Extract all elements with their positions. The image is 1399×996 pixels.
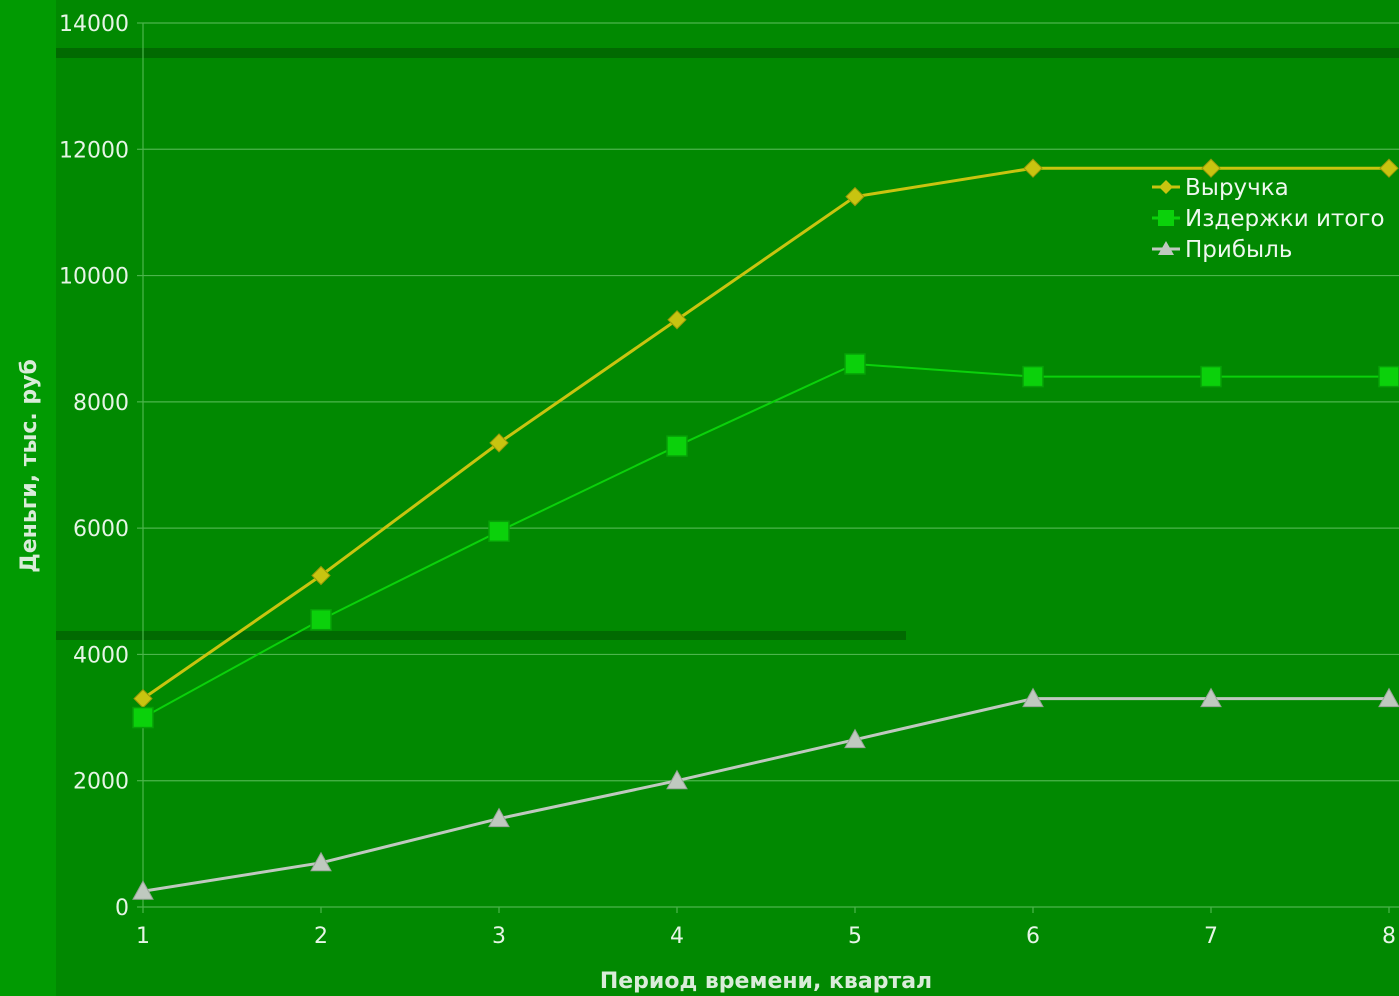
y-tick-label: 12000 xyxy=(59,138,129,163)
data-point xyxy=(1201,158,1221,178)
x-tick-label: 5 xyxy=(848,924,862,949)
data-point xyxy=(1379,158,1399,178)
data-point xyxy=(489,433,509,453)
y-tick-label: 0 xyxy=(115,896,129,921)
y-tick-label: 4000 xyxy=(73,643,129,668)
data-point xyxy=(311,565,331,586)
data-point xyxy=(844,728,866,749)
legend-label: Издержки итого xyxy=(1185,206,1385,232)
series-1 xyxy=(133,158,1399,709)
series-line xyxy=(142,166,1389,700)
y-tick-label: 14000 xyxy=(59,12,129,37)
data-point xyxy=(132,880,154,900)
y-tick-label: 6000 xyxy=(73,517,129,542)
legend-marker xyxy=(1158,241,1174,255)
data-point xyxy=(310,608,332,631)
data-point xyxy=(844,353,866,375)
data-point xyxy=(132,706,154,729)
series-3 xyxy=(132,687,1399,900)
x-tick-label: 4 xyxy=(670,924,684,949)
x-axis-ticks: 1 2 3 4 5 6 7 8 xyxy=(136,907,1396,949)
y-tick-label: 2000 xyxy=(73,770,129,795)
data-point xyxy=(488,520,510,543)
x-tick-label: 3 xyxy=(492,924,506,949)
data-point xyxy=(1200,365,1222,388)
data-point xyxy=(1200,687,1222,708)
data-point xyxy=(1378,687,1399,708)
series-line xyxy=(142,697,1389,893)
data-point xyxy=(1023,158,1043,178)
data-point xyxy=(1378,365,1399,388)
y-tick-label: 8000 xyxy=(73,391,129,416)
data-point xyxy=(310,851,332,872)
legend-label: Выручка xyxy=(1185,175,1289,201)
x-tick-label: 6 xyxy=(1026,924,1040,949)
legend-marker xyxy=(1158,210,1174,226)
x-axis-label: Период времени, квартал xyxy=(600,969,932,994)
series-line xyxy=(142,362,1389,719)
legend: Выручка Издержки итого Прибыль xyxy=(1152,175,1385,263)
x-tick-label: 2 xyxy=(314,924,328,949)
x-tick-label: 1 xyxy=(136,924,150,949)
legend-item: Издержки итого xyxy=(1152,206,1385,232)
legend-item: Выручка xyxy=(1152,175,1289,201)
plot-background xyxy=(56,0,1399,996)
data-point xyxy=(845,186,865,207)
data-point xyxy=(1022,365,1044,388)
y-axis-label: Деньги, тыс. руб xyxy=(17,359,42,573)
legend-marker xyxy=(1159,180,1173,194)
y-tick-label: 10000 xyxy=(59,265,129,290)
decorative-band xyxy=(56,631,906,640)
y-axis-ticks: 0 2000 4000 6000 8000 10000 12000 14000 xyxy=(59,12,143,921)
series-2 xyxy=(132,353,1399,729)
data-point xyxy=(667,310,687,330)
series-lines xyxy=(132,158,1399,900)
data-point xyxy=(666,769,688,790)
data-point xyxy=(666,435,688,457)
decorative-band xyxy=(56,48,1399,58)
gridlines xyxy=(142,22,1399,908)
legend-item: Прибыль xyxy=(1152,237,1292,263)
data-point xyxy=(1022,687,1044,708)
x-tick-label: 8 xyxy=(1382,924,1396,949)
x-tick-label: 7 xyxy=(1204,924,1218,949)
legend-label: Прибыль xyxy=(1185,237,1292,263)
data-point xyxy=(488,807,510,828)
